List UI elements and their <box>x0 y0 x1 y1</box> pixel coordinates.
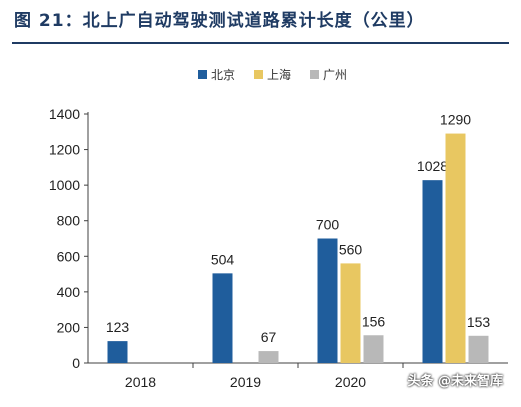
y-tick-label-5: 1000 <box>49 177 80 193</box>
watermark: 头条 @未来智库 <box>407 374 503 389</box>
data-label-上海-2020: 560 <box>339 241 363 257</box>
legend-label-0: 北京 <box>211 68 235 82</box>
title-divider <box>12 42 509 44</box>
legend-label-2: 广州 <box>323 68 347 82</box>
bar-上海-2020 <box>340 263 361 363</box>
data-label-广州-2021: 153 <box>467 314 491 330</box>
legend-label-1: 上海 <box>267 67 291 82</box>
bar-北京-2019 <box>212 273 233 363</box>
legend-swatch-2 <box>310 70 319 79</box>
y-tick-label-3: 600 <box>57 248 81 264</box>
data-label-北京-2019: 504 <box>211 251 235 267</box>
y-tick-label-6: 1200 <box>49 142 80 158</box>
x-tick-label-1: 2019 <box>230 374 261 390</box>
y-tick-label-7: 1400 <box>49 106 80 122</box>
bar-chart: 北京 上海 广州 0 200 400 600 800 1000 1200 1400 123 2018 50… <box>0 48 521 403</box>
data-label-北京-2020: 700 <box>316 217 340 233</box>
legend-swatch-0 <box>198 70 207 79</box>
legend-swatch-1 <box>254 70 263 79</box>
data-label-广州-2019: 67 <box>261 329 277 345</box>
y-tick-label-2: 400 <box>57 284 81 300</box>
bar-上海-2021 <box>445 133 466 363</box>
bar-北京-2020 <box>317 238 338 363</box>
y-tick-label-1: 200 <box>57 319 81 335</box>
y-tick-label-4: 800 <box>57 213 81 229</box>
bar-chart-svg: 北京 上海 广州 0 200 400 600 800 1000 1200 1400 123 2018 50… <box>49 67 508 390</box>
x-tick-label-2: 2020 <box>335 374 366 390</box>
bar-北京-2018 <box>107 341 128 363</box>
data-label-北京-2018: 123 <box>106 319 130 335</box>
data-label-上海-2021: 1290 <box>440 112 471 128</box>
bar-广州-2019 <box>258 351 279 363</box>
data-label-广州-2020: 156 <box>362 313 386 329</box>
x-tick-label-0: 2018 <box>125 374 156 390</box>
bar-北京-2021 <box>422 180 443 363</box>
data-label-北京-2021: 1028 <box>417 158 448 174</box>
y-tick-label-0: 0 <box>72 355 80 371</box>
bar-广州-2021 <box>468 335 489 363</box>
bar-广州-2020 <box>363 335 384 363</box>
chart-title: 图 21：北上广自动驾驶测试道路累计长度（公里） <box>14 11 425 31</box>
